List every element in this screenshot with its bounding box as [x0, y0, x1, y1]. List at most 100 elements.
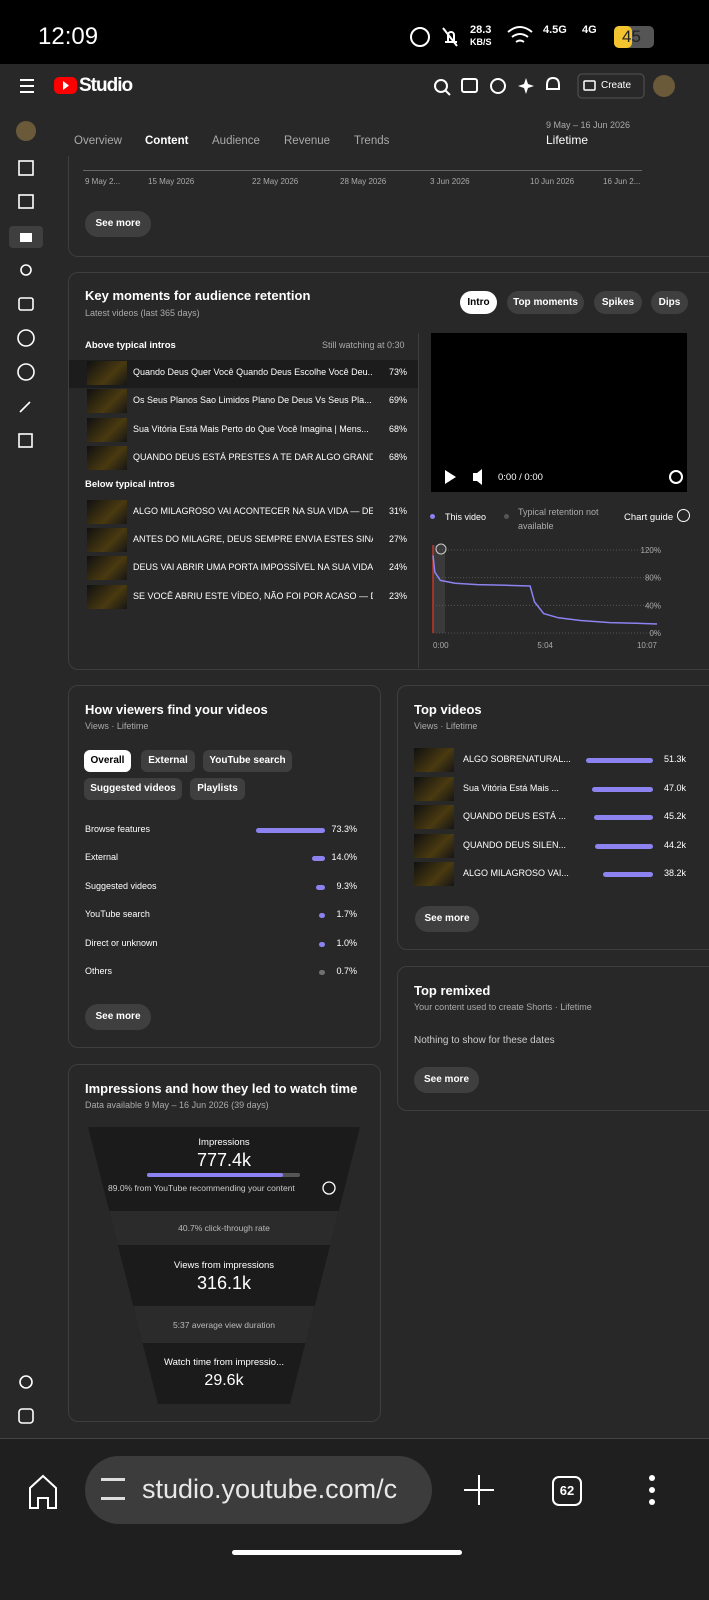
- card-subtitle: Data available 9 May – 16 Jun 2026 (39 d…: [85, 1100, 269, 1110]
- see-more-button[interactable]: See more: [85, 1004, 151, 1030]
- traffic-source: Browse features: [85, 824, 151, 834]
- tab[interactable]: Audience: [212, 135, 260, 147]
- signal: 4.5G: [543, 24, 567, 36]
- views-bar: [603, 872, 653, 877]
- video-title[interactable]: DEUS VAI ABRIR UMA PORTA IMPOSSÍVEL NA S…: [133, 562, 373, 572]
- funnel-label: Views from impressions: [173, 1260, 275, 1271]
- y-tick-label: 80%: [645, 574, 661, 583]
- thumbnail: [87, 446, 127, 470]
- views-value: 44.2k: [663, 839, 686, 850]
- divider: [418, 333, 419, 668]
- brand: Studio: [79, 75, 133, 96]
- see-more-button[interactable]: See more: [414, 1067, 479, 1093]
- thumbnail: [414, 805, 454, 829]
- legend-dot: [430, 514, 435, 519]
- player-time: 0:00 / 0:00: [498, 472, 543, 483]
- thumbnail: [87, 556, 127, 580]
- thumbnail: [87, 528, 127, 552]
- card-title: Impressions and how they led to watch ti…: [85, 1081, 358, 1096]
- column-header: Still watching at 0:30: [322, 340, 405, 350]
- status-bar: [0, 0, 709, 64]
- tab[interactable]: Trends: [354, 135, 390, 147]
- info-icon: [435, 543, 447, 555]
- player-controls[interactable]: [431, 333, 687, 492]
- video-title[interactable]: ALGO MILAGROSO VAI...: [463, 868, 569, 878]
- filter-button[interactable]: Dips: [651, 291, 688, 314]
- tab[interactable]: Content: [145, 135, 189, 147]
- video-title[interactable]: QUANDO DEUS ESTÁ ...: [463, 811, 567, 821]
- help-icon[interactable]: [677, 509, 690, 522]
- tab[interactable]: Overview: [74, 135, 122, 147]
- traffic-bar: [319, 913, 325, 919]
- funnel-label: Watch time from impressio...: [163, 1357, 284, 1368]
- traffic-value: 9.3%: [336, 880, 357, 891]
- y-tick-label: 120%: [641, 546, 661, 555]
- intro-band: [433, 545, 445, 633]
- video-title[interactable]: Sua Vitória Está Mais ...: [463, 782, 559, 793]
- url-bar[interactable]: [85, 1456, 432, 1524]
- card: [397, 966, 709, 1111]
- card-subtitle: Views · Lifetime: [85, 721, 149, 731]
- card: [68, 685, 381, 1048]
- video-title[interactable]: QUANDO DEUS SILEN...: [463, 839, 567, 850]
- video-title[interactable]: SE VOCÊ ABRIU ESTE VÍDEO, NÃO FOI POR AC…: [133, 591, 373, 601]
- see-more-button[interactable]: See more: [85, 211, 151, 237]
- thumbnail: [87, 500, 127, 524]
- create-button[interactable]: Create: [601, 80, 632, 91]
- filter-chip[interactable]: External: [141, 750, 195, 772]
- tune-icon: [101, 1478, 125, 1500]
- traffic-bar: [311, 856, 325, 862]
- filter-button[interactable]: Intro: [460, 291, 497, 314]
- thumbnail: [87, 585, 127, 609]
- card-subtitle: Views · Lifetime: [414, 721, 478, 731]
- traffic-bar: [316, 884, 325, 890]
- traffic-value: 0.7%: [336, 966, 357, 976]
- views-bar: [591, 786, 653, 792]
- funnel-note: 89.0% from YouTube recommending your con…: [108, 1183, 295, 1193]
- filter-chip[interactable]: YouTube search: [203, 750, 292, 772]
- thumbnail: [87, 418, 127, 442]
- funnel-step: 40.7% click-through rate: [178, 1223, 270, 1233]
- video-title[interactable]: Os Seus Planos Sao Limidos Plano De Deus…: [133, 395, 372, 405]
- date-period: Lifetime: [546, 133, 589, 147]
- x-tick-label: 22 May 2026: [252, 177, 299, 186]
- video-title[interactable]: ALGO SOBRENATURAL...: [463, 754, 571, 764]
- card-title: Key moments for audience retention: [85, 288, 311, 303]
- tab[interactable]: Revenue: [284, 135, 331, 147]
- thumbnail: [414, 748, 454, 772]
- url-text[interactable]: studio.youtube.com/c: [142, 1474, 398, 1504]
- card-title: Top remixed: [414, 983, 491, 998]
- tab-count[interactable]: 62: [559, 1483, 575, 1498]
- x-tick-label: 9 May 2...: [85, 177, 121, 186]
- y-tick-label: 0%: [649, 629, 661, 638]
- retention-pct: 27%: [388, 534, 407, 544]
- see-more-button[interactable]: See more: [415, 906, 479, 932]
- retention-pct: 73%: [388, 367, 407, 377]
- row-highlight: [69, 360, 418, 388]
- funnel-value: 777.4k: [196, 1150, 252, 1170]
- chart-guide[interactable]: Chart guide: [624, 512, 674, 523]
- traffic-bar: [319, 970, 325, 975]
- x-tick-label: 16 Jun 2...: [603, 177, 641, 186]
- filter-chip[interactable]: Playlists: [190, 778, 245, 800]
- filter-button[interactable]: Top moments: [507, 291, 584, 314]
- filter-button[interactable]: Spikes: [594, 291, 642, 314]
- video-title[interactable]: ALGO MILAGROSO VAI ACONTECER NA SUA VIDA…: [133, 506, 373, 516]
- video-title[interactable]: QUANDO DEUS ESTÁ PRESTES A TE DAR ALGO G…: [133, 452, 373, 462]
- video-title[interactable]: Sua Vitória Está Mais Perto do Que Você …: [133, 424, 369, 434]
- video-title[interactable]: ANTES DO MILAGRE, DEUS SEMPRE ENVIA ESTE…: [133, 534, 373, 544]
- chart-axis: [83, 170, 642, 171]
- filter-chip[interactable]: Overall: [84, 750, 131, 772]
- empty-message: Nothing to show for these dates: [414, 1035, 555, 1046]
- section-header: Below typical intros: [85, 479, 175, 490]
- filter-chip[interactable]: Suggested videos: [84, 778, 182, 800]
- legend-dot: [504, 514, 509, 519]
- views-value: 51.3k: [663, 754, 686, 764]
- traffic-source: Others: [85, 966, 113, 976]
- card-subtitle: Your content used to create Shorts · Lif…: [414, 1002, 592, 1012]
- card: [397, 685, 709, 950]
- video-title[interactable]: Quando Deus Quer Você Quando Deus Escolh…: [133, 367, 373, 377]
- traffic-value: 1.7%: [336, 909, 357, 920]
